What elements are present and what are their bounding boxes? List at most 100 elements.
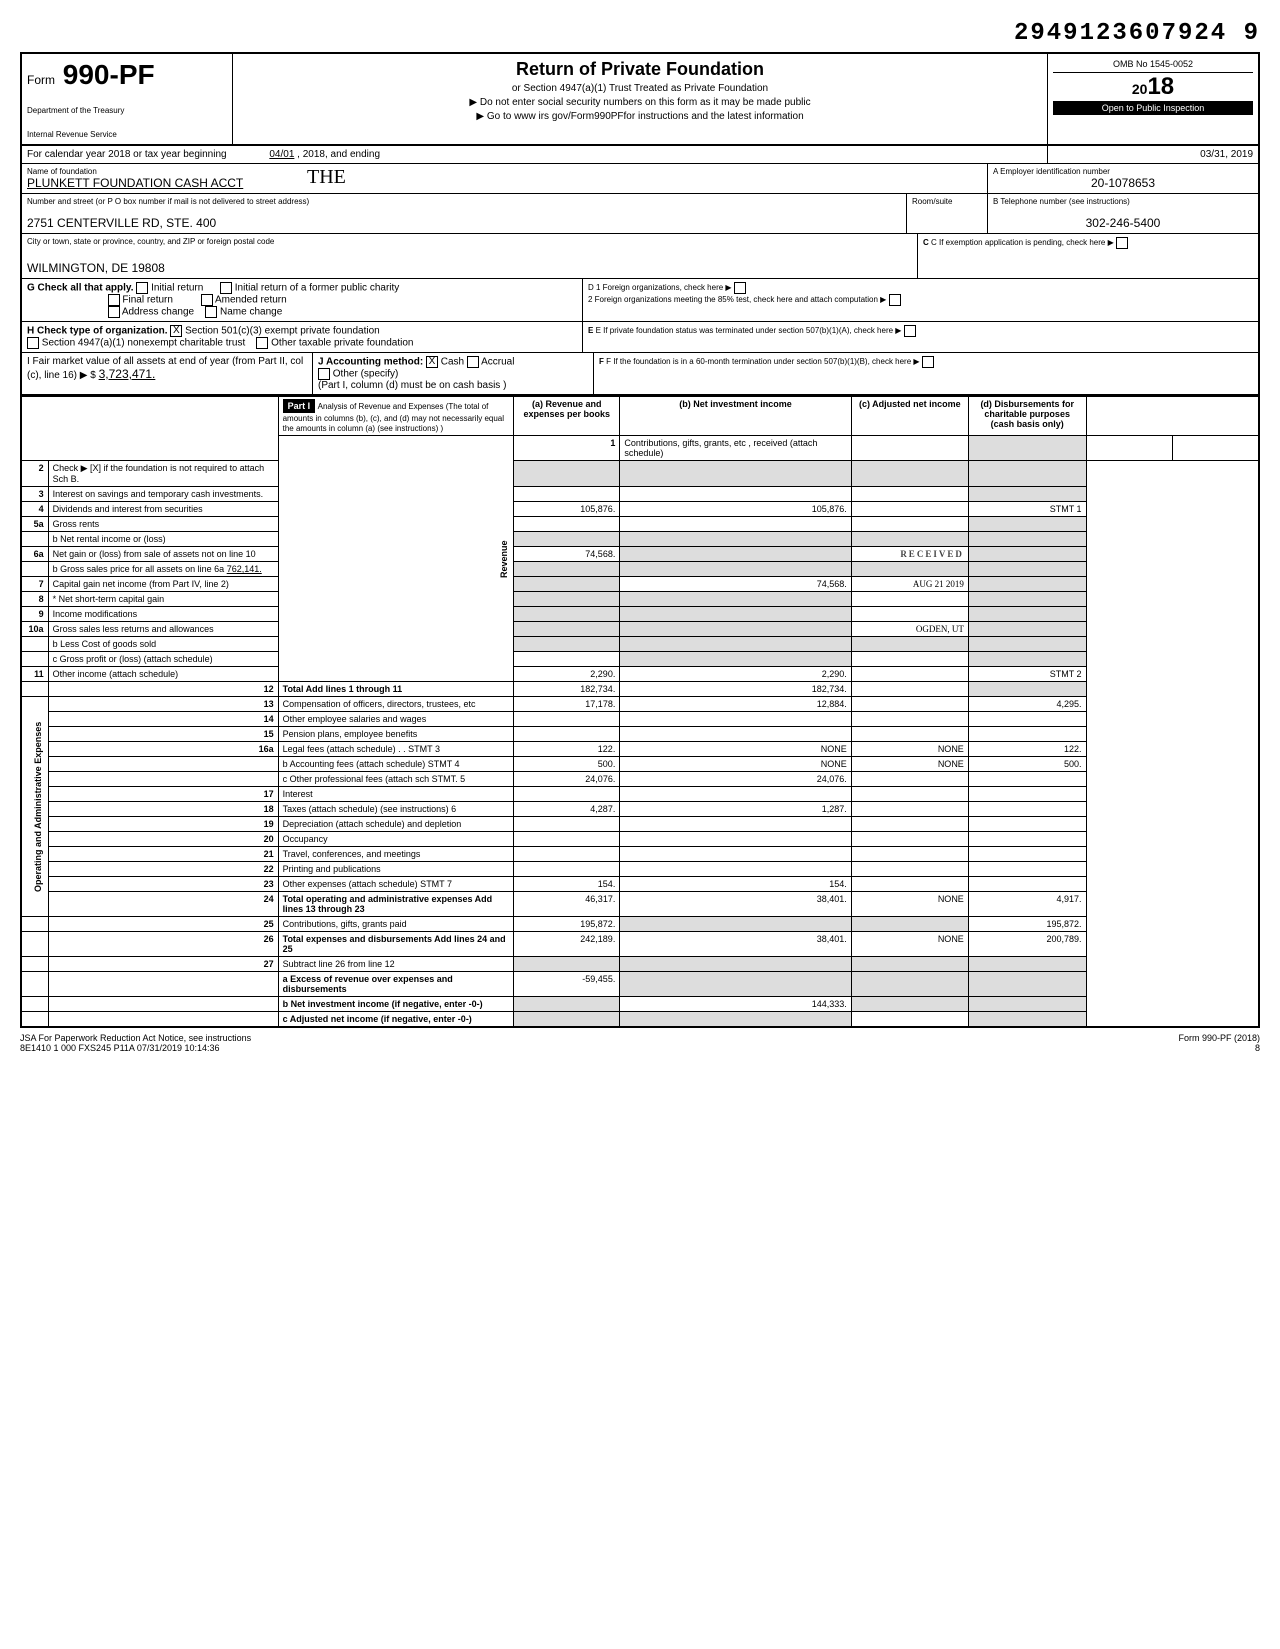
line4-a: 105,876. bbox=[514, 502, 620, 517]
line7-desc: Capital gain net income (from Part IV, l… bbox=[48, 577, 278, 592]
line16a-desc: Legal fees (attach schedule) . . STMT 3 bbox=[278, 742, 514, 757]
name-change-label: Name change bbox=[220, 307, 282, 318]
exemption-label: C C If exemption application is pending,… bbox=[923, 237, 1253, 249]
ein-value: 20-1078653 bbox=[993, 176, 1253, 190]
addr-change-label: Address change bbox=[122, 307, 194, 318]
footer-page: 8 bbox=[1178, 1043, 1260, 1053]
line13-d: 4,295. bbox=[968, 697, 1086, 712]
omb-number: OMB No 1545-0052 bbox=[1053, 59, 1253, 73]
public-inspection: Open to Public Inspection bbox=[1053, 101, 1253, 115]
line8-desc: * Net short-term capital gain bbox=[48, 592, 278, 607]
dept-treasury: Department of the Treasury bbox=[27, 106, 227, 115]
phone: 302-246-5400 bbox=[993, 216, 1253, 230]
line10b-desc: b Less Cost of goods sold bbox=[48, 637, 278, 652]
initial-return-check[interactable] bbox=[136, 282, 148, 294]
line12-a: 182,734. bbox=[514, 682, 620, 697]
line26-desc: Total expenses and disbursements Add lin… bbox=[278, 932, 514, 957]
f-label: F F If the foundation is in a 60-month t… bbox=[599, 356, 1253, 368]
line11-b: 2,290. bbox=[620, 667, 851, 682]
line13-a: 17,178. bbox=[514, 697, 620, 712]
line25-desc: Contributions, gifts, grants paid bbox=[278, 917, 514, 932]
revenue-side: Revenue bbox=[278, 436, 514, 682]
other-label: Other (specify) bbox=[333, 369, 399, 380]
h-501c3-check[interactable]: X bbox=[170, 325, 182, 337]
line26-a: 242,189. bbox=[514, 932, 620, 957]
received-stamp: RECEIVED bbox=[851, 547, 968, 562]
g-label: G Check all that apply. bbox=[27, 283, 134, 294]
line25-d: 195,872. bbox=[968, 917, 1086, 932]
line11-desc: Other income (attach schedule) bbox=[48, 667, 278, 682]
line12-desc: Total Add lines 1 through 11 bbox=[278, 682, 514, 697]
form-subtitle: or Section 4947(a)(1) Trust Treated as P… bbox=[238, 83, 1042, 94]
line4-desc: Dividends and interest from securities bbox=[48, 502, 278, 517]
irs-label: Internal Revenue Service bbox=[27, 130, 227, 139]
line27-desc: Subtract line 26 from line 12 bbox=[278, 957, 514, 972]
line16c-b: 24,076. bbox=[620, 772, 851, 787]
name-change-check[interactable] bbox=[205, 306, 217, 318]
line5b-desc: b Net rental income or (loss) bbox=[48, 532, 278, 547]
line16a-a: 122. bbox=[514, 742, 620, 757]
city-label: City or town, state or province, country… bbox=[27, 237, 912, 246]
line24-d: 4,917. bbox=[968, 892, 1086, 917]
line16b-desc: b Accounting fees (attach schedule) STMT… bbox=[278, 757, 514, 772]
begin-date: 04/01 bbox=[269, 149, 294, 160]
line24-b: 38,401. bbox=[620, 892, 851, 917]
address: 2751 CENTERVILLE RD, STE. 400 bbox=[27, 216, 901, 230]
end-date: 03/31, 2019 bbox=[1200, 149, 1253, 160]
line26-b: 38,401. bbox=[620, 932, 851, 957]
line20-desc: Occupancy bbox=[278, 832, 514, 847]
received-date: AUG 21 2019 bbox=[851, 577, 968, 592]
city: WILMINGTON, DE 19808 bbox=[27, 261, 912, 275]
expenses-side: Operating and Administrative Expenses bbox=[21, 697, 48, 917]
line16c-desc: c Other professional fees (attach sch ST… bbox=[278, 772, 514, 787]
line18-desc: Taxes (attach schedule) (see instruction… bbox=[278, 802, 514, 817]
line26-c: NONE bbox=[851, 932, 968, 957]
form-goto: ▶ Go to www irs gov/Form990PFfor instruc… bbox=[238, 111, 1042, 122]
col-a-header: (a) Revenue and expenses per books bbox=[514, 396, 620, 436]
line10c-desc: c Gross profit or (loss) (attach schedul… bbox=[48, 652, 278, 667]
phone-label: B Telephone number (see instructions) bbox=[993, 197, 1253, 206]
line16b-a: 500. bbox=[514, 757, 620, 772]
initial-former-label: Initial return of a former public charit… bbox=[235, 283, 400, 294]
line1-desc: Contributions, gifts, grants, etc , rece… bbox=[620, 436, 851, 461]
cash-check[interactable]: X bbox=[426, 356, 438, 368]
initial-label: Initial return bbox=[151, 283, 203, 294]
amended-check[interactable] bbox=[201, 294, 213, 306]
e-label: E E If private foundation status was ter… bbox=[588, 325, 1253, 337]
line2-desc: Check ▶ [X] if the foundation is not req… bbox=[48, 461, 278, 487]
line23-a: 154. bbox=[514, 877, 620, 892]
line23-desc: Other expenses (attach schedule) STMT 7 bbox=[278, 877, 514, 892]
line17-desc: Interest bbox=[278, 787, 514, 802]
name-label: Name of foundation bbox=[27, 167, 982, 176]
amended-label: Amended return bbox=[215, 295, 287, 306]
line19-desc: Depreciation (attach schedule) and deple… bbox=[278, 817, 514, 832]
line14-desc: Other employee salaries and wages bbox=[278, 712, 514, 727]
h-4947-check[interactable] bbox=[27, 337, 39, 349]
handwritten-the: THE bbox=[307, 166, 346, 189]
form-title: Return of Private Foundation bbox=[238, 59, 1042, 80]
line18-a: 4,287. bbox=[514, 802, 620, 817]
line16a-b: NONE bbox=[620, 742, 851, 757]
d2-label: 2 Foreign organizations meeting the 85% … bbox=[588, 294, 1253, 306]
other-check[interactable] bbox=[318, 368, 330, 380]
dln-stamp: 2949123607924 9 bbox=[20, 20, 1260, 47]
line4-b: 105,876. bbox=[620, 502, 851, 517]
line26-d: 200,789. bbox=[968, 932, 1086, 957]
line24-a: 46,317. bbox=[514, 892, 620, 917]
accrual-check[interactable] bbox=[467, 356, 479, 368]
addr-label: Number and street (or P O box number if … bbox=[27, 197, 901, 206]
initial-former-check[interactable] bbox=[220, 282, 232, 294]
line27a-a: -59,455. bbox=[514, 972, 620, 997]
line27b-desc: b Net investment income (if negative, en… bbox=[278, 997, 514, 1012]
line25-a: 195,872. bbox=[514, 917, 620, 932]
h-other-check[interactable] bbox=[256, 337, 268, 349]
final-return-check[interactable] bbox=[108, 294, 120, 306]
col-c-header: (c) Adjusted net income bbox=[851, 396, 968, 436]
form-prefix: Form bbox=[27, 73, 55, 87]
address-change-check[interactable] bbox=[108, 306, 120, 318]
line15-desc: Pension plans, employee benefits bbox=[278, 727, 514, 742]
footer-form: Form 990-PF (2018) bbox=[1178, 1033, 1260, 1043]
form-warning: ▶ Do not enter social security numbers o… bbox=[238, 97, 1042, 108]
form-number: Form 990-PF bbox=[27, 59, 227, 91]
j-label: J Accounting method: bbox=[318, 357, 423, 368]
